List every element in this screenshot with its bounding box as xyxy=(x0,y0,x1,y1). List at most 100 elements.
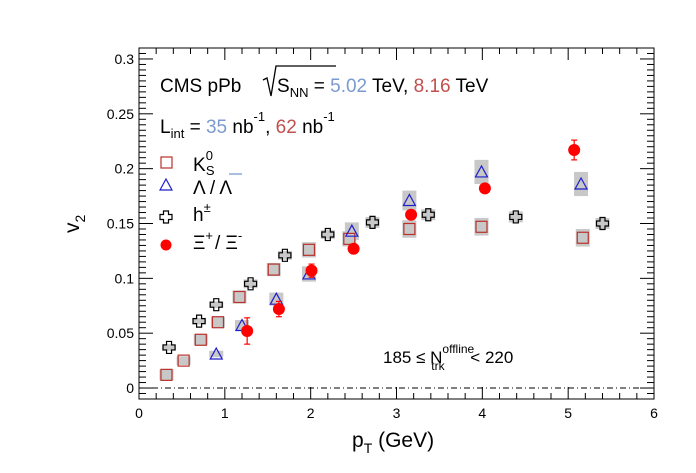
syst-box-0-1 xyxy=(176,356,191,365)
legend-marker-circle xyxy=(160,239,172,251)
legend-marker-triangle xyxy=(158,177,174,191)
point-filled-circle-3 xyxy=(347,242,360,255)
syst-box-2-4 xyxy=(277,250,292,260)
systematic-boxes xyxy=(159,159,610,381)
syst-box-0-4 xyxy=(232,290,247,304)
point-open-cross-3 xyxy=(243,277,258,291)
multiplicity-label: 185 ≤ Noffline trk < 220 xyxy=(383,342,513,373)
x-tick-label: 3 xyxy=(393,405,401,421)
plot-border xyxy=(138,47,655,400)
legend-item-hadron: h± xyxy=(159,200,211,226)
point-open-square-7 xyxy=(343,232,356,245)
syst-box-1-7 xyxy=(574,171,589,197)
syst-box-0-8 xyxy=(402,220,417,238)
y-axis-title: v2 xyxy=(61,215,88,234)
y-tick-label: 0.05 xyxy=(107,325,134,341)
point-filled-circle-0 xyxy=(241,324,254,337)
x-tick-label: 4 xyxy=(478,405,486,421)
legend-label-k0s: K0 S xyxy=(193,148,215,178)
legend-marker-square xyxy=(160,156,173,169)
legend-label-xi: Ξ+ / Ξ- xyxy=(193,228,242,254)
y-tick-label: 0.1 xyxy=(115,270,135,286)
point-open-triangle-6 xyxy=(474,164,489,178)
x-axis-title: pT (GeV) xyxy=(352,429,434,456)
svg-text:SNN = 5.02 TeV, 8.16 TeV: SNN = 5.02 TeV, 8.16 TeV xyxy=(277,76,489,100)
y-tick-label: 0.2 xyxy=(115,161,135,177)
luminosity-label: Lint = 35 nb-1, 62 nb-1 xyxy=(160,109,335,141)
point-open-triangle-4 xyxy=(344,223,359,237)
y-tick-label: 0.3 xyxy=(115,51,135,67)
syst-box-2-2 xyxy=(209,301,224,308)
y-tick-label: 0.25 xyxy=(107,106,134,122)
point-open-square-3 xyxy=(211,316,225,329)
lumi-62: 62 xyxy=(276,117,297,138)
syst-box-0-2 xyxy=(193,334,208,346)
syst-box-0-6 xyxy=(301,242,316,258)
syst-box-0-9 xyxy=(474,218,489,236)
point-open-cross-2 xyxy=(209,298,223,312)
experiment-prefix: CMS pPb xyxy=(160,76,241,97)
y-tick-label: 0 xyxy=(126,380,134,396)
legend-label-lambda: Λ / Λ xyxy=(193,178,232,199)
syst-box-0-3 xyxy=(210,316,225,328)
x-tick-label: 6 xyxy=(650,405,658,421)
syst-box-2-0 xyxy=(162,344,177,351)
experiment-label: CMS pPb SNN = 5.02 TeV, 8.16 TeV xyxy=(160,65,489,100)
syst-box-2-5 xyxy=(320,230,335,239)
x-tick-label: 0 xyxy=(135,405,143,421)
svg-text:CMS pPb: CMS pPb xyxy=(160,76,241,97)
legend-label-hadron: h± xyxy=(193,200,211,226)
point-open-square-9 xyxy=(475,220,488,233)
syst-box-2-9 xyxy=(595,218,610,229)
point-open-cross-4 xyxy=(278,248,292,262)
x-tick-label: 1 xyxy=(221,405,229,421)
syst-box-1-0 xyxy=(209,350,224,358)
plot-frame xyxy=(138,47,655,400)
point-open-triangle-5 xyxy=(402,193,417,207)
legend: K0 S Λ / Λ h± Ξ+ / Ξ- xyxy=(158,148,242,254)
syst-box-0-10 xyxy=(575,228,590,247)
point-open-square-5 xyxy=(267,263,280,276)
point-open-cross-1 xyxy=(192,314,206,328)
syst-box-1-2 xyxy=(269,292,284,306)
data-points xyxy=(160,139,610,381)
point-filled-circle-2 xyxy=(305,264,318,277)
y-tick-label: 0.15 xyxy=(107,216,134,232)
point-open-square-10 xyxy=(576,231,589,244)
syst-box-2-3 xyxy=(243,279,258,289)
syst-box-1-6 xyxy=(474,159,489,185)
point-open-cross-0 xyxy=(162,340,176,355)
axis-ticks: 0 1 2 3 4 5 6 0 0.05 0.1 0.15 0.2 0.25 0.3 xyxy=(107,47,658,421)
syst-box-1-1 xyxy=(235,320,249,331)
syst-box-2-8 xyxy=(508,211,523,223)
point-open-square-8 xyxy=(403,222,416,236)
x-tick-label: 2 xyxy=(307,405,315,421)
point-open-triangle-7 xyxy=(574,176,589,190)
syst-box-0-0 xyxy=(159,369,174,381)
legend-item-xi: Ξ+ / Ξ- xyxy=(160,228,242,254)
legend-marker-cross xyxy=(159,210,173,224)
energy-5tev: 5.02 xyxy=(330,76,367,97)
point-open-square-6 xyxy=(302,243,316,256)
point-open-square-0 xyxy=(160,368,173,381)
syst-box-2-6 xyxy=(365,216,380,228)
point-open-cross-9 xyxy=(595,216,610,231)
point-open-cross-6 xyxy=(365,215,380,230)
point-open-cross-7 xyxy=(421,208,435,222)
legend-item-lambda: Λ / Λ xyxy=(158,173,242,199)
point-filled-circle-6 xyxy=(568,144,581,157)
syst-box-0-5 xyxy=(266,262,281,277)
point-filled-circle-4 xyxy=(405,208,418,221)
lumi-35: 35 xyxy=(206,117,227,138)
energy-8tev: 8.16 xyxy=(414,76,451,97)
syst-box-2-7 xyxy=(421,209,436,221)
point-open-cross-5 xyxy=(321,227,335,242)
syst-box-2-1 xyxy=(192,317,207,325)
point-open-triangle-0 xyxy=(209,346,224,360)
legend-item-k0s: K0 S xyxy=(160,148,215,178)
point-filled-circle-5 xyxy=(478,182,491,195)
sqrt-symbol xyxy=(262,65,336,97)
x-tick-label: 5 xyxy=(564,405,572,421)
point-open-square-2 xyxy=(194,333,207,346)
